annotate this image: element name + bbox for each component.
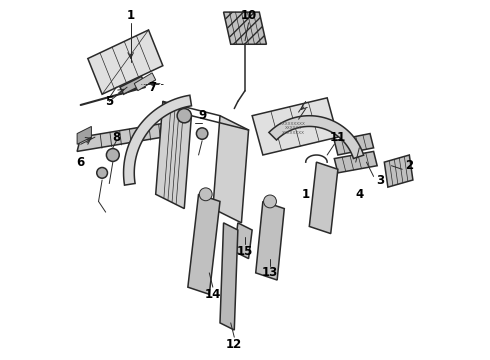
Polygon shape bbox=[213, 116, 248, 223]
Text: 7: 7 bbox=[148, 81, 156, 94]
Text: 6: 6 bbox=[76, 156, 85, 168]
Circle shape bbox=[264, 195, 276, 208]
Text: 13: 13 bbox=[262, 266, 278, 279]
Text: 3: 3 bbox=[377, 174, 385, 186]
Polygon shape bbox=[134, 73, 156, 91]
Polygon shape bbox=[252, 98, 338, 155]
Polygon shape bbox=[234, 223, 252, 258]
Circle shape bbox=[106, 149, 119, 161]
Text: 12: 12 bbox=[226, 338, 243, 351]
Circle shape bbox=[196, 128, 208, 139]
Polygon shape bbox=[309, 162, 338, 234]
Polygon shape bbox=[220, 223, 238, 330]
Polygon shape bbox=[269, 116, 364, 158]
Text: 11: 11 bbox=[330, 131, 346, 144]
Polygon shape bbox=[334, 134, 373, 155]
Text: 10: 10 bbox=[241, 9, 257, 22]
Text: 4: 4 bbox=[355, 188, 364, 201]
Text: 15: 15 bbox=[237, 245, 253, 258]
Circle shape bbox=[177, 109, 192, 123]
Text: 5: 5 bbox=[105, 95, 113, 108]
Polygon shape bbox=[156, 102, 192, 208]
Circle shape bbox=[199, 188, 212, 201]
Polygon shape bbox=[77, 126, 92, 144]
Polygon shape bbox=[256, 202, 284, 280]
Text: 14: 14 bbox=[205, 288, 221, 301]
Text: 2: 2 bbox=[405, 159, 414, 172]
Polygon shape bbox=[384, 155, 413, 187]
Text: XXXXXXXXX
XXXXXX
XXXXXXXX: XXXXXXXXX XXXXXX XXXXXXXX bbox=[280, 122, 306, 135]
Polygon shape bbox=[88, 30, 163, 94]
Polygon shape bbox=[334, 152, 377, 173]
Circle shape bbox=[97, 167, 107, 178]
Polygon shape bbox=[77, 119, 188, 152]
Polygon shape bbox=[188, 194, 220, 294]
Polygon shape bbox=[120, 76, 145, 94]
Polygon shape bbox=[123, 95, 192, 185]
Polygon shape bbox=[223, 12, 267, 44]
Text: 9: 9 bbox=[198, 109, 206, 122]
Text: 8: 8 bbox=[112, 131, 121, 144]
Text: 1: 1 bbox=[302, 188, 310, 201]
Text: 1: 1 bbox=[126, 9, 135, 22]
